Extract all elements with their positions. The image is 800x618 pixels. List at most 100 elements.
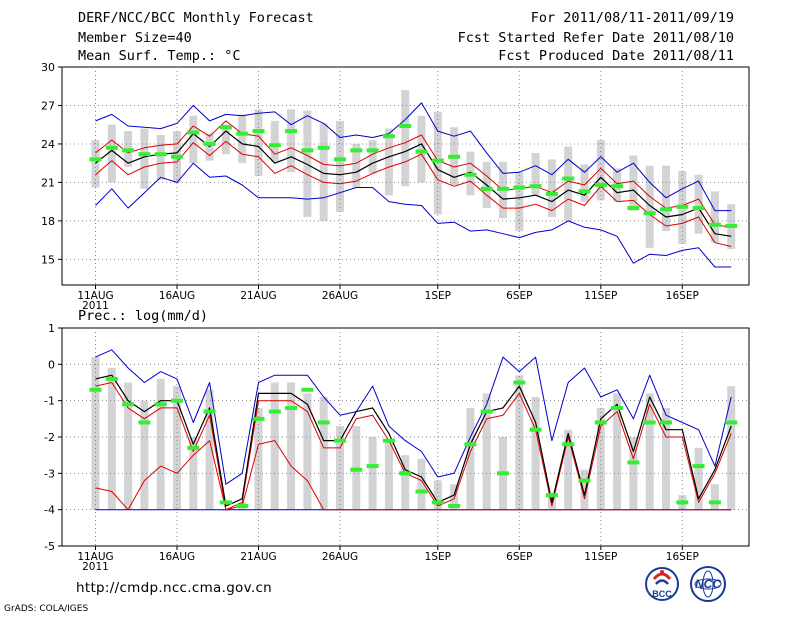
temp-climate-mark bbox=[89, 157, 102, 162]
temp-min-line bbox=[95, 162, 732, 268]
temp-range-bar bbox=[710, 191, 719, 243]
temp-climate-mark bbox=[529, 184, 542, 189]
prec-climate-mark bbox=[366, 464, 379, 469]
source-url[interactable]: http://cmdp.ncc.cma.gov.cn bbox=[76, 580, 273, 596]
temp-climate-mark bbox=[545, 191, 558, 196]
prec-climate-mark bbox=[89, 387, 102, 392]
prec-climate-mark bbox=[708, 500, 721, 505]
prec-xtick-label: 11SEP bbox=[584, 551, 617, 563]
prec-xtick-label: 16SEP bbox=[666, 551, 699, 563]
temp-xtick-label: 26AUG bbox=[322, 290, 358, 302]
prec-range-bar bbox=[433, 480, 442, 510]
prec-range-bar bbox=[645, 393, 654, 510]
temp-climate-mark bbox=[334, 157, 346, 162]
bcc-logo: BCC bbox=[645, 567, 679, 601]
temp-mean-line bbox=[95, 130, 732, 237]
prec-range-bar bbox=[368, 437, 377, 510]
temp-climate-mark bbox=[301, 148, 314, 153]
prec-climate-mark bbox=[578, 478, 591, 483]
prec-climate-mark bbox=[138, 420, 151, 425]
prec-range-bar bbox=[417, 458, 426, 510]
temp-plot-frame bbox=[61, 66, 750, 286]
temp-climate-mark bbox=[154, 152, 167, 157]
prec-xtick-label: 11AUG bbox=[77, 551, 113, 563]
prec-range-bar bbox=[450, 484, 459, 510]
prec-mean-line bbox=[95, 374, 732, 507]
temp-max-line bbox=[95, 102, 732, 212]
prec-range-bar bbox=[515, 375, 524, 510]
temp-climate-mark bbox=[725, 224, 738, 229]
temp-range-bar bbox=[238, 114, 247, 164]
prec-range-bar bbox=[629, 437, 638, 510]
prec-xtick-year: 2011 bbox=[82, 561, 109, 573]
prec-climate-mark bbox=[252, 416, 265, 421]
prec-ytick-label: -5 bbox=[44, 540, 55, 553]
temp-ytick-label: 18 bbox=[41, 215, 55, 228]
prec-climate-mark bbox=[382, 438, 395, 443]
prec-climate-mark bbox=[236, 504, 249, 509]
temp-range-bar bbox=[401, 90, 410, 187]
temp-xtick-label: 6SEP bbox=[506, 290, 532, 302]
prec-range-bar bbox=[140, 400, 149, 510]
temp-climate-mark bbox=[578, 189, 591, 194]
prec-range-bar bbox=[694, 447, 703, 510]
prec-range-bar bbox=[189, 437, 198, 510]
precip-panel-title: Prec.: log(mm/d) bbox=[78, 308, 209, 324]
temp-range-bar bbox=[384, 128, 393, 196]
prec-range-bar bbox=[205, 389, 214, 510]
temp-range-bar bbox=[547, 159, 556, 218]
temp-xtick-label: 11SEP bbox=[584, 290, 617, 302]
prec-climate-mark bbox=[594, 420, 607, 425]
temp-climate-mark bbox=[350, 148, 363, 153]
temp-range-bar bbox=[515, 172, 524, 232]
prec-ytick-label: 1 bbox=[48, 322, 55, 335]
temp-climate-mark bbox=[480, 186, 493, 191]
temp-climate-mark bbox=[252, 129, 265, 134]
temp-spread-lower-line bbox=[95, 140, 732, 247]
temp-climate-mark bbox=[138, 152, 151, 157]
prec-climate-mark bbox=[399, 471, 412, 476]
prec-climate-mark bbox=[431, 500, 444, 505]
prec-ytick-label: -4 bbox=[44, 504, 55, 517]
prec-range-bar bbox=[303, 393, 312, 510]
temp-climate-mark bbox=[660, 207, 672, 212]
temp-climate-mark bbox=[236, 131, 249, 136]
forecast-produced-date: Fcst Produced Date 2011/08/11 bbox=[498, 48, 734, 64]
prec-spread-lower-line bbox=[95, 440, 732, 511]
temp-range-bar bbox=[531, 152, 540, 196]
prec-climate-mark bbox=[187, 445, 200, 450]
prec-climate-mark bbox=[203, 409, 216, 414]
temp-spread-upper-line bbox=[95, 120, 732, 228]
prec-climate-mark bbox=[627, 460, 640, 465]
bcc-logo-text: BCC bbox=[652, 589, 672, 599]
temp-climate-mark bbox=[513, 185, 526, 190]
temp-range-bar bbox=[564, 146, 573, 221]
temp-xtick-label: 21AUG bbox=[240, 290, 276, 302]
temp-range-bar bbox=[270, 120, 279, 162]
temp-range-bar bbox=[694, 174, 703, 234]
temp-xtick-label: 16SEP bbox=[666, 290, 699, 302]
chart-title: DERF/NCC/BCC Monthly Forecast bbox=[78, 10, 314, 26]
temp-climate-mark bbox=[203, 141, 216, 146]
prec-ytick-label: -1 bbox=[44, 395, 55, 408]
prec-climate-mark bbox=[301, 387, 314, 392]
prec-climate-mark bbox=[171, 398, 183, 403]
temp-climate-mark bbox=[497, 186, 509, 191]
temp-range-bar bbox=[662, 165, 670, 232]
temp-climate-mark bbox=[219, 125, 232, 130]
prec-climate-mark bbox=[497, 471, 509, 476]
prec-climate-mark bbox=[513, 380, 526, 385]
prec-xtick-label: 16AUG bbox=[159, 551, 195, 563]
forecast-period: For 2011/08/11-2011/09/19 bbox=[530, 10, 734, 26]
forecast-start-date: Fcst Started Refer Date 2011/08/10 bbox=[457, 30, 734, 46]
variable-label: Mean Surf. Temp.: °C bbox=[78, 48, 241, 64]
temp-climate-mark bbox=[464, 172, 477, 177]
grads-credit: GrADS: COLA/IGES bbox=[4, 604, 89, 614]
temp-climate-mark bbox=[366, 148, 379, 153]
prec-max-line bbox=[95, 349, 732, 485]
prec-climate-mark bbox=[268, 409, 281, 414]
prec-range-bar bbox=[173, 386, 181, 510]
temp-climate-mark bbox=[676, 204, 689, 209]
